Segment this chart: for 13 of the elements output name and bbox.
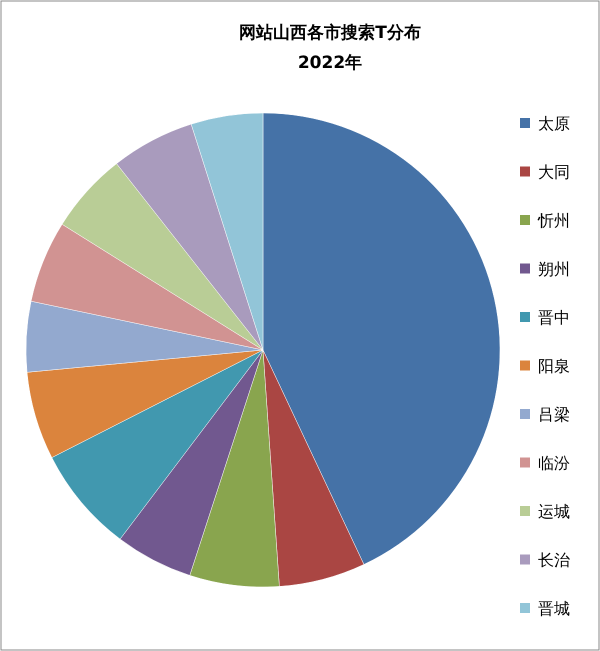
legend-label: 运城 xyxy=(538,502,570,521)
legend-label: 晋中 xyxy=(538,308,570,327)
chart-subtitle: 2022年 xyxy=(298,53,362,73)
legend-label: 临汾 xyxy=(538,454,570,472)
legend-label: 朔州 xyxy=(538,260,570,278)
legend-label: 忻州 xyxy=(537,211,570,230)
legend-label: 太原 xyxy=(538,114,570,133)
legend-label: 吕梁 xyxy=(538,405,570,424)
legend-label: 晋城 xyxy=(538,599,570,618)
legend-label: 大同 xyxy=(538,162,570,182)
chart-title: 网站山西各市搜索T分布 xyxy=(239,23,421,43)
legend-label: 长治 xyxy=(538,550,570,570)
legend-label: 阳泉 xyxy=(538,356,570,376)
